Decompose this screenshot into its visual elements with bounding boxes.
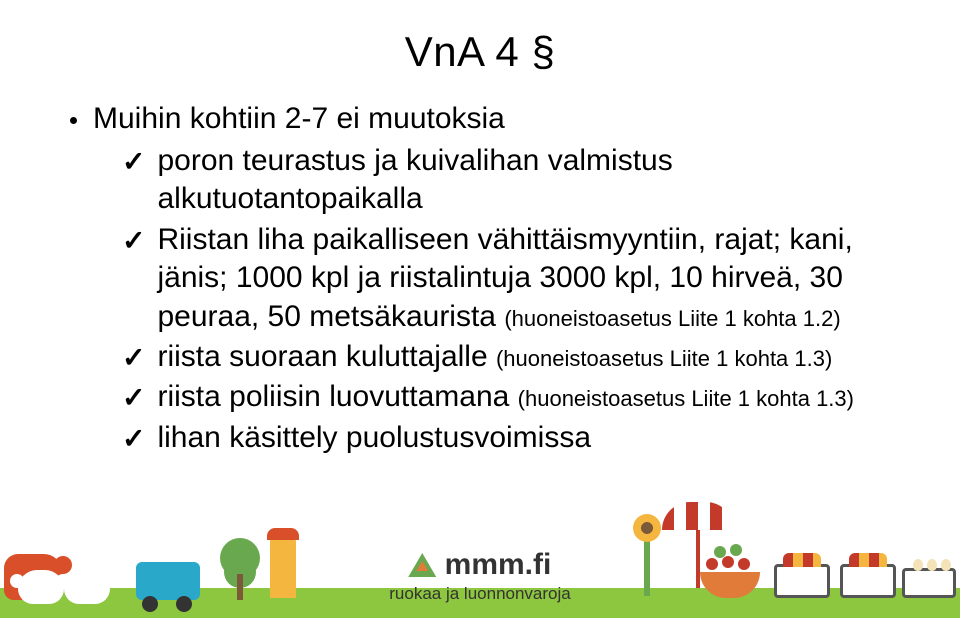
list-item: ✓ riista poliisin luovuttamana (huoneist… [122,378,890,416]
footer-illustration: mmm.fi ruokaa ja luonnonvaroja [0,500,960,618]
logo-triangle-icon [409,553,437,577]
logo-tagline: ruokaa ja luonnonvaroja [389,584,570,604]
sunflower-icon [644,536,650,596]
slide: VnA 4 § Muihin kohtiin 2-7 ei muutoksia … [0,0,960,618]
tree-icon [220,538,260,600]
list-item: ✓ lihan käsittely puolustusvoimissa [122,419,890,457]
egg-crate-icon [902,568,956,598]
check-icon: ✓ [122,144,145,180]
list-item-text: riista poliisin luovuttamana (huoneistoa… [157,378,854,416]
list-item: ✓ Riistan liha paikalliseen vähittäismyy… [122,221,890,336]
check-icon: ✓ [122,380,145,416]
sheep-icon [64,570,110,604]
list-item-text: poron teurastus ja kuivalihan valmistus … [157,142,890,219]
check-icon: ✓ [122,223,145,259]
list-item: ✓ poron teurastus ja kuivalihan valmistu… [122,142,890,219]
logo-brand: mmm.fi [445,548,552,582]
logo: mmm.fi ruokaa ja luonnonvaroja [389,548,570,604]
main-bullet: Muihin kohtiin 2-7 ei muutoksia [70,102,890,136]
main-bullet-text: Muihin kohtiin 2-7 ei muutoksia [93,102,505,136]
list-item-text: lihan käsittely puolustusvoimissa [157,419,591,457]
check-icon: ✓ [122,340,145,376]
umbrella-icon [696,520,700,588]
silo-icon [270,536,296,598]
check-icon: ✓ [122,421,145,457]
tractor-icon [136,562,200,600]
check-list: ✓ poron teurastus ja kuivalihan valmistu… [70,142,890,457]
slide-title: VnA 4 § [70,28,890,76]
list-item-text: Riistan liha paikalliseen vähittäismyynt… [157,221,890,336]
list-item: ✓ riista suoraan kuluttajalle (huoneisto… [122,338,890,376]
produce-crate-icon [840,564,896,598]
produce-crate-icon [774,564,830,598]
list-item-text: riista suoraan kuluttajalle (huoneistoas… [157,338,832,376]
bullet-dot-icon [70,117,77,124]
